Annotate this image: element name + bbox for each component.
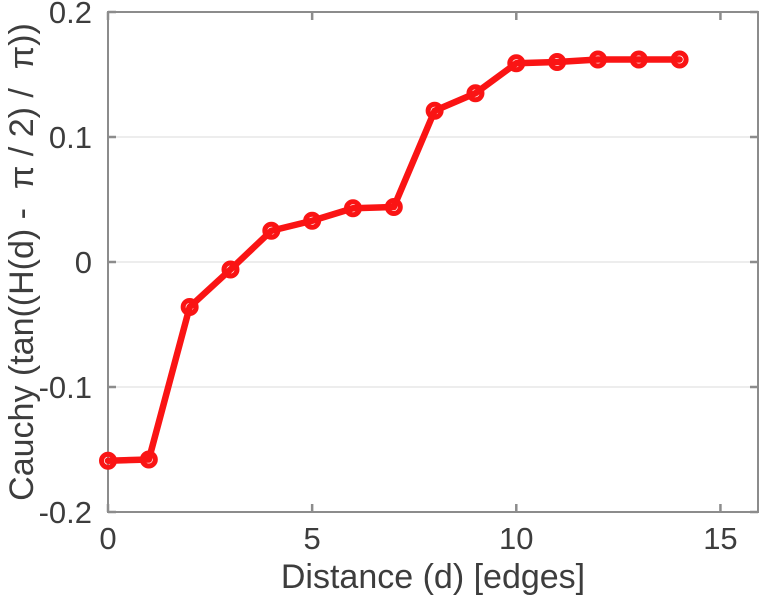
x-tick-label: 0 (99, 521, 116, 556)
data-point (221, 260, 240, 279)
data-point (425, 101, 444, 120)
y-tick-label: -0.2 (39, 495, 92, 530)
data-point (139, 450, 158, 469)
x-axis-label: Distance (d) [edges] (280, 558, 586, 596)
data-point (670, 50, 689, 69)
y-tick-label: 0.2 (49, 0, 92, 30)
data-point (384, 198, 403, 216)
x-tick-label: 5 (304, 521, 321, 556)
data-point (99, 451, 117, 470)
x-tick-label: 15 (703, 521, 737, 556)
y-axis-label: Cauchy (tan((H(d) - π / 2) / π)) (3, 23, 41, 501)
data-point (303, 211, 322, 230)
y-tick-label: -0.1 (39, 370, 92, 405)
data-point (180, 298, 199, 316)
y-tick-label: 0 (75, 245, 92, 280)
data-point (588, 50, 607, 69)
data-point (629, 50, 648, 69)
data-point (262, 221, 281, 240)
data-point (466, 84, 485, 103)
x-tick-label: 10 (499, 521, 533, 556)
data-line (104, 56, 683, 464)
data-point (548, 53, 567, 71)
data-point (507, 54, 526, 73)
y-tick-label: 0.1 (49, 120, 92, 155)
data-point (343, 199, 362, 218)
